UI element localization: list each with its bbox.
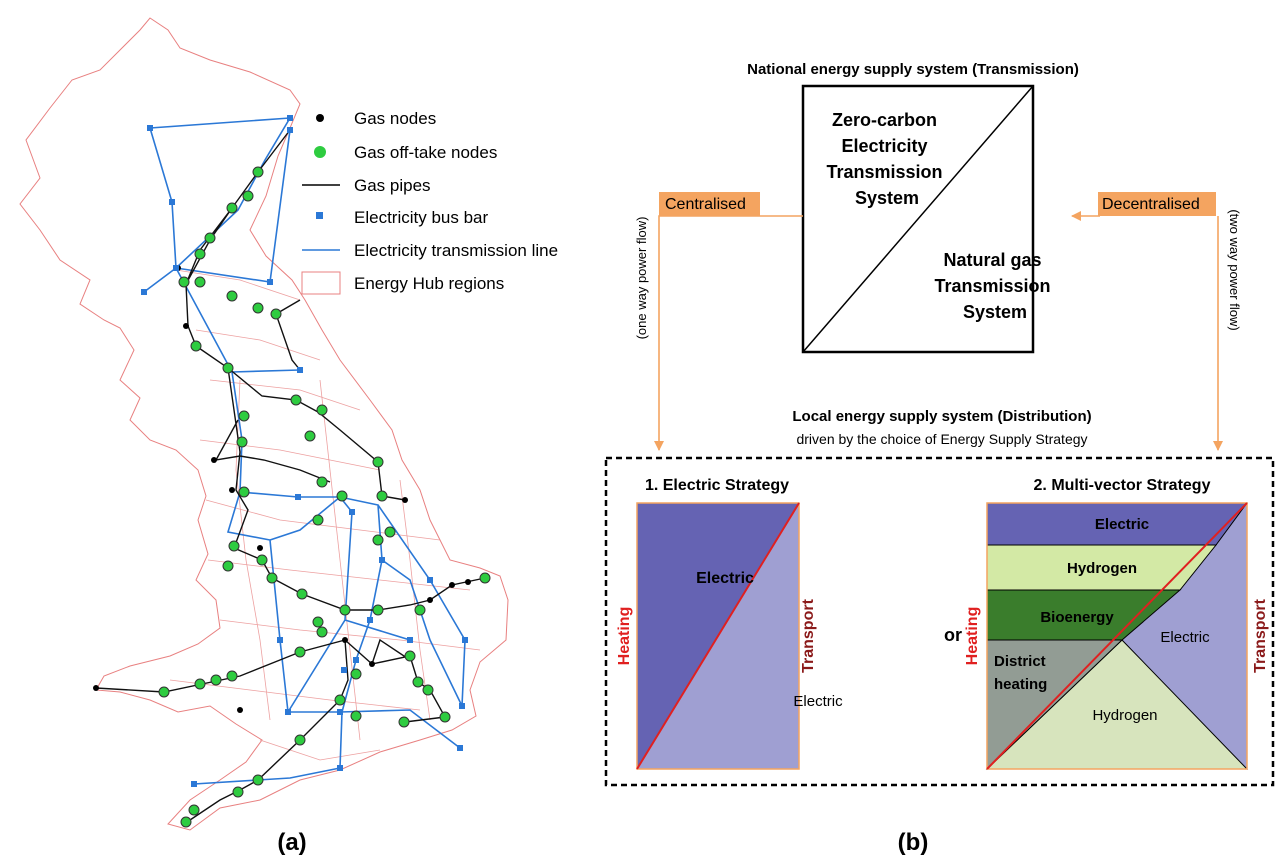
national-box: Zero-carbon Electricity Transmission Sys… bbox=[801, 84, 1055, 354]
legend-hub-regions-label: Energy Hub regions bbox=[354, 274, 504, 293]
or-label: or bbox=[944, 625, 962, 645]
legend-gas-pipes-label: Gas pipes bbox=[354, 176, 431, 195]
strategy2-bioenergy-label: Bioenergy bbox=[1040, 609, 1114, 626]
strategy2-heating-axis: Heating bbox=[964, 607, 981, 666]
strategy2-district-label: District heating bbox=[994, 653, 1050, 693]
centralised-badge bbox=[659, 192, 760, 216]
gas-nodes bbox=[93, 265, 471, 713]
caption-b: (b) bbox=[898, 829, 929, 856]
legend-gas-node-symbol bbox=[316, 114, 324, 122]
strategy2-hydrogen-label: Hydrogen bbox=[1067, 560, 1137, 577]
gas-pipes bbox=[95, 129, 486, 821]
legend-hub-region-symbol bbox=[301, 271, 341, 295]
legend-transmission-line-label: Electricity transmission line bbox=[354, 241, 558, 260]
strategy2-title: 2. Multi-vector Strategy bbox=[1034, 477, 1211, 494]
strategy2-transport-electric-label: Electric bbox=[1160, 629, 1210, 646]
legend-gas-nodes-label: Gas nodes bbox=[354, 109, 436, 128]
legend-offtake-symbol bbox=[314, 146, 326, 158]
legend-bus-bar-label: Electricity bus bar bbox=[354, 208, 488, 227]
strategy1-heating-axis: Heating bbox=[616, 607, 633, 666]
gb-map bbox=[19, 17, 509, 831]
strategy1-diagram: Electric Electric bbox=[636, 502, 843, 770]
strategy2-transport-hydrogen-label: Hydrogen bbox=[1092, 707, 1157, 724]
national-gas-text: Natural gas Transmission System bbox=[934, 250, 1055, 322]
legend-bus-bar-symbol bbox=[316, 212, 323, 219]
strategy1-transport-axis: Transport bbox=[800, 598, 817, 672]
map-coastline bbox=[19, 17, 509, 831]
strategy2-diagram: Electric Hydrogen Bioenergy District hea… bbox=[985, 502, 1249, 771]
map-legend: Gas nodes Gas off-take nodes Gas pipes E… bbox=[301, 109, 558, 295]
centralised-label: Centralised bbox=[665, 196, 746, 213]
decentralised-badge bbox=[1098, 192, 1216, 216]
national-electricity-text: Zero-carbon Electricity Transmission Sys… bbox=[826, 110, 947, 208]
decentralised-label: Decentralised bbox=[1102, 196, 1200, 213]
strategy1-title: 1. Electric Strategy bbox=[645, 477, 789, 494]
caption-a: (a) bbox=[277, 829, 306, 856]
gas-offtake-nodes bbox=[158, 166, 491, 828]
strategy1-transport-electric: Electric bbox=[793, 693, 843, 710]
local-title: Local energy supply system (Distribution… bbox=[792, 408, 1091, 425]
strategy1-heating-electric: Electric bbox=[696, 570, 754, 587]
strategy2-electric-label: Electric bbox=[1095, 516, 1149, 533]
one-way-flow-label: (one way power flow) bbox=[634, 217, 649, 340]
local-subtitle: driven by the choice of Energy Supply St… bbox=[796, 431, 1087, 447]
electricity-bus-bars bbox=[141, 115, 468, 787]
two-way-flow-label: (two way power flow) bbox=[1227, 209, 1242, 330]
legend-offtake-label: Gas off-take nodes bbox=[354, 143, 497, 162]
strategy2-transport-axis: Transport bbox=[1252, 598, 1269, 672]
national-title: National energy supply system (Transmiss… bbox=[747, 61, 1079, 78]
local-strategy-box bbox=[604, 456, 1275, 787]
